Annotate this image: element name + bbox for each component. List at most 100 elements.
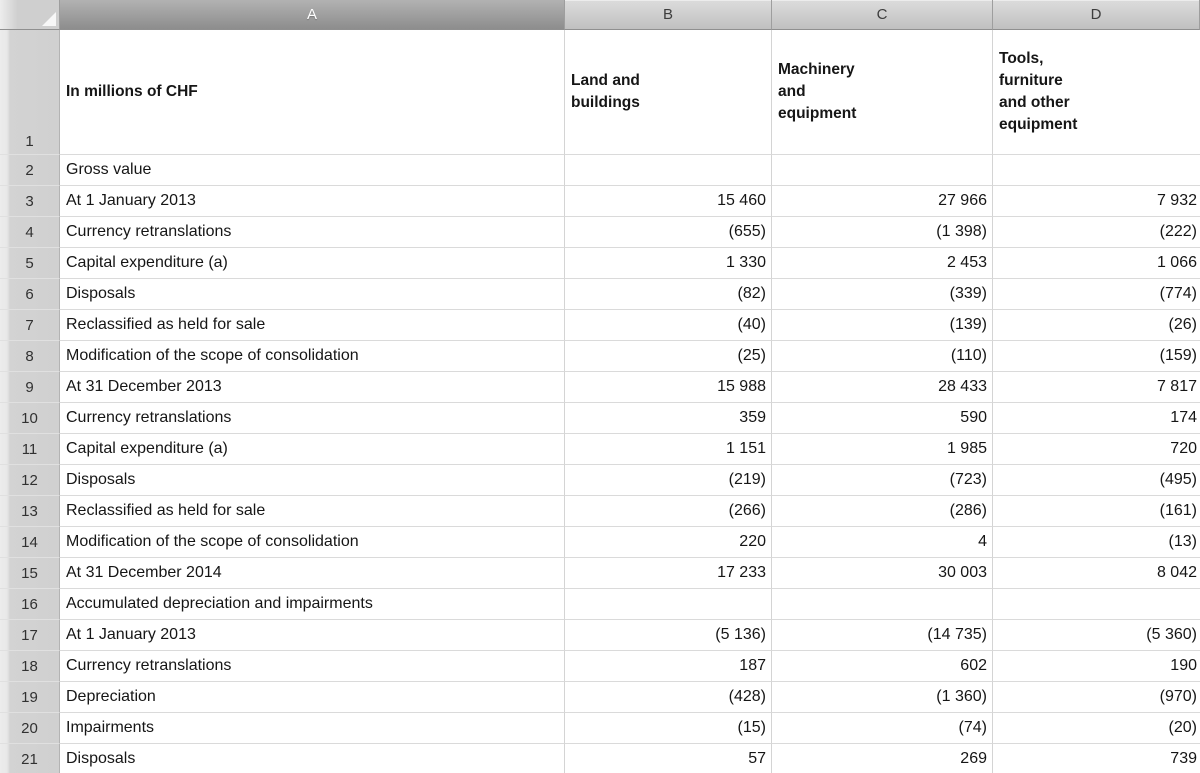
cell-d5-value[interactable]: 1 066 xyxy=(993,248,1200,279)
cell-c19-value[interactable]: (1 360) xyxy=(772,682,993,713)
cell-a14-label[interactable]: Modification of the scope of consolidati… xyxy=(60,527,565,558)
cell-c20-value[interactable]: (74) xyxy=(772,713,993,744)
cell-a18-label[interactable]: Currency retranslations xyxy=(60,651,565,682)
cell-a20-label[interactable]: Impairments xyxy=(60,713,565,744)
cell-c14-value[interactable]: 4 xyxy=(772,527,993,558)
cell-b11-value[interactable]: 1 151 xyxy=(565,434,772,465)
cell-c1-column-title[interactable]: Machinery and equipment xyxy=(772,30,993,155)
cell-c11-value[interactable]: 1 985 xyxy=(772,434,993,465)
cell-c15-value[interactable]: 30 003 xyxy=(772,558,993,589)
cell-c16-value[interactable] xyxy=(772,589,993,620)
cell-b3-value[interactable]: 15 460 xyxy=(565,186,772,217)
column-header-b[interactable]: B xyxy=(565,0,772,30)
cell-a2-label[interactable]: Gross value xyxy=(60,155,565,186)
cell-b12-value[interactable]: (219) xyxy=(565,465,772,496)
cell-c13-value[interactable]: (286) xyxy=(772,496,993,527)
cell-a17-label[interactable]: At 1 January 2013 xyxy=(60,620,565,651)
cell-c21-value[interactable]: 269 xyxy=(772,744,993,773)
cell-c9-value[interactable]: 28 433 xyxy=(772,372,993,403)
cell-b14-value[interactable]: 220 xyxy=(565,527,772,558)
row-header-11[interactable]: 11 xyxy=(0,434,60,465)
column-header-a[interactable]: A xyxy=(60,0,565,30)
cell-d14-value[interactable]: (13) xyxy=(993,527,1200,558)
cell-d15-value[interactable]: 8 042 xyxy=(993,558,1200,589)
cell-b8-value[interactable]: (25) xyxy=(565,341,772,372)
cell-d8-value[interactable]: (159) xyxy=(993,341,1200,372)
cell-b10-value[interactable]: 359 xyxy=(565,403,772,434)
cell-d19-value[interactable]: (970) xyxy=(993,682,1200,713)
cell-d18-value[interactable]: 190 xyxy=(993,651,1200,682)
row-header-3[interactable]: 3 xyxy=(0,186,60,217)
row-header-17[interactable]: 17 xyxy=(0,620,60,651)
cell-a5-label[interactable]: Capital expenditure (a) xyxy=(60,248,565,279)
row-header-7[interactable]: 7 xyxy=(0,310,60,341)
cell-d1-column-title[interactable]: Tools, furniture and other equipment xyxy=(993,30,1200,155)
cell-d16-value[interactable] xyxy=(993,589,1200,620)
row-header-16[interactable]: 16 xyxy=(0,589,60,620)
cell-b17-value[interactable]: (5 136) xyxy=(565,620,772,651)
row-header-15[interactable]: 15 xyxy=(0,558,60,589)
cell-a11-label[interactable]: Capital expenditure (a) xyxy=(60,434,565,465)
cell-b6-value[interactable]: (82) xyxy=(565,279,772,310)
cell-d9-value[interactable]: 7 817 xyxy=(993,372,1200,403)
cell-b20-value[interactable]: (15) xyxy=(565,713,772,744)
cell-b7-value[interactable]: (40) xyxy=(565,310,772,341)
cell-d6-value[interactable]: (774) xyxy=(993,279,1200,310)
cell-b13-value[interactable]: (266) xyxy=(565,496,772,527)
cell-c8-value[interactable]: (110) xyxy=(772,341,993,372)
row-header-8[interactable]: 8 xyxy=(0,341,60,372)
cell-a16-label[interactable]: Accumulated depreciation and impairments xyxy=(60,589,565,620)
cell-d4-value[interactable]: (222) xyxy=(993,217,1200,248)
row-header-5[interactable]: 5 xyxy=(0,248,60,279)
cell-d2-value[interactable] xyxy=(993,155,1200,186)
cell-a21-label[interactable]: Disposals xyxy=(60,744,565,773)
cell-c17-value[interactable]: (14 735) xyxy=(772,620,993,651)
cell-b15-value[interactable]: 17 233 xyxy=(565,558,772,589)
row-header-6[interactable]: 6 xyxy=(0,279,60,310)
cell-a4-label[interactable]: Currency retranslations xyxy=(60,217,565,248)
cell-c6-value[interactable]: (339) xyxy=(772,279,993,310)
cell-a7-label[interactable]: Reclassified as held for sale xyxy=(60,310,565,341)
row-header-14[interactable]: 14 xyxy=(0,527,60,558)
cell-d10-value[interactable]: 174 xyxy=(993,403,1200,434)
cell-a8-label[interactable]: Modification of the scope of consolidati… xyxy=(60,341,565,372)
column-header-c[interactable]: C xyxy=(772,0,993,30)
cell-b1-column-title[interactable]: Land and buildings xyxy=(565,30,772,155)
cell-c2-value[interactable] xyxy=(772,155,993,186)
cell-b18-value[interactable]: 187 xyxy=(565,651,772,682)
cell-a6-label[interactable]: Disposals xyxy=(60,279,565,310)
cell-c3-value[interactable]: 27 966 xyxy=(772,186,993,217)
row-header-18[interactable]: 18 xyxy=(0,651,60,682)
cell-d13-value[interactable]: (161) xyxy=(993,496,1200,527)
cell-d11-value[interactable]: 720 xyxy=(993,434,1200,465)
cell-c4-value[interactable]: (1 398) xyxy=(772,217,993,248)
row-header-19[interactable]: 19 xyxy=(0,682,60,713)
row-header-2[interactable]: 2 xyxy=(0,155,60,186)
cell-c7-value[interactable]: (139) xyxy=(772,310,993,341)
cell-b9-value[interactable]: 15 988 xyxy=(565,372,772,403)
cell-b2-value[interactable] xyxy=(565,155,772,186)
row-header-21[interactable]: 21 xyxy=(0,744,60,773)
cell-b19-value[interactable]: (428) xyxy=(565,682,772,713)
cell-c18-value[interactable]: 602 xyxy=(772,651,993,682)
cell-c12-value[interactable]: (723) xyxy=(772,465,993,496)
cell-d20-value[interactable]: (20) xyxy=(993,713,1200,744)
cell-b5-value[interactable]: 1 330 xyxy=(565,248,772,279)
row-header-4[interactable]: 4 xyxy=(0,217,60,248)
row-header-12[interactable]: 12 xyxy=(0,465,60,496)
cell-d17-value[interactable]: (5 360) xyxy=(993,620,1200,651)
cell-d21-value[interactable]: 739 xyxy=(993,744,1200,773)
cell-a12-label[interactable]: Disposals xyxy=(60,465,565,496)
row-header-20[interactable]: 20 xyxy=(0,713,60,744)
row-header-9[interactable]: 9 xyxy=(0,372,60,403)
cell-a1-title[interactable]: In millions of CHF xyxy=(60,30,565,155)
cell-a19-label[interactable]: Depreciation xyxy=(60,682,565,713)
row-header-13[interactable]: 13 xyxy=(0,496,60,527)
cell-b16-value[interactable] xyxy=(565,589,772,620)
cell-a15-label[interactable]: At 31 December 2014 xyxy=(60,558,565,589)
cell-a13-label[interactable]: Reclassified as held for sale xyxy=(60,496,565,527)
row-header-1[interactable]: 1 xyxy=(0,30,60,155)
cell-a10-label[interactable]: Currency retranslations xyxy=(60,403,565,434)
cell-c5-value[interactable]: 2 453 xyxy=(772,248,993,279)
row-header-10[interactable]: 10 xyxy=(0,403,60,434)
